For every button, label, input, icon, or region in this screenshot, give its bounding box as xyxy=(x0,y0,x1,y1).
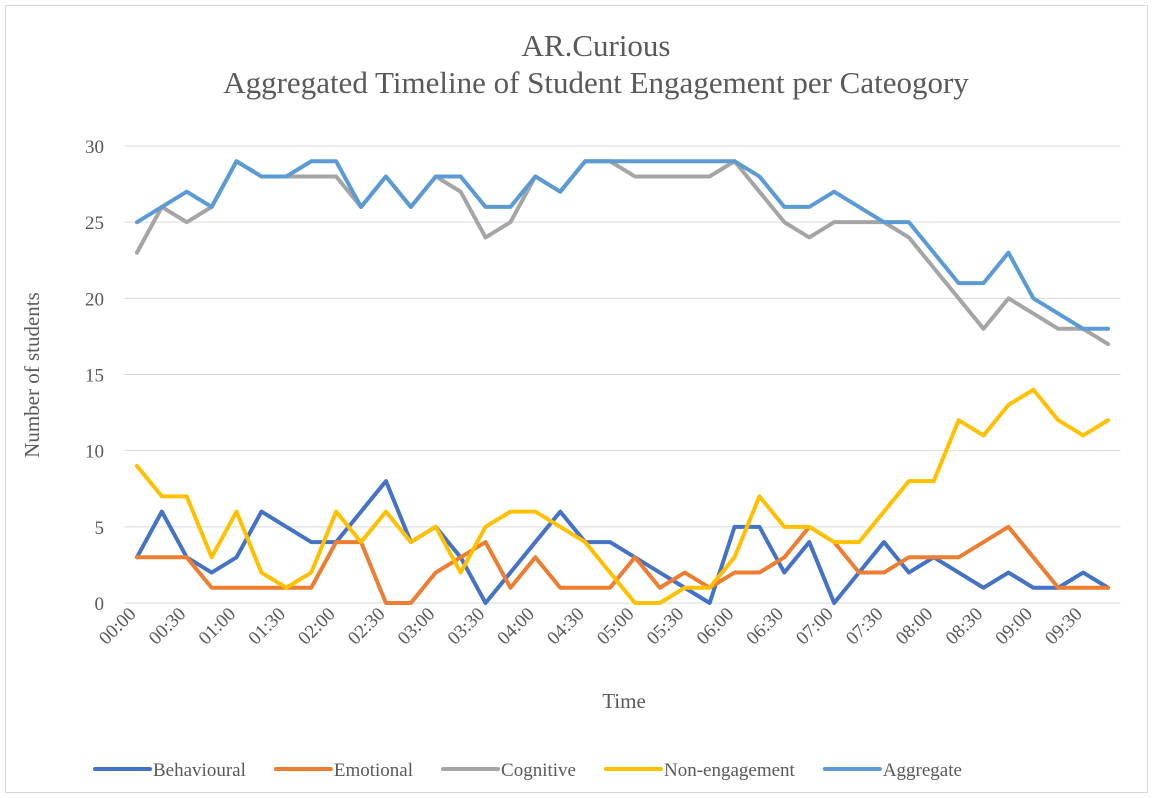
legend-label: Aggregate xyxy=(883,760,962,781)
y-tick-label: 25 xyxy=(85,213,104,234)
series-line xyxy=(134,159,1111,331)
series-line xyxy=(134,524,1111,605)
y-tick-label: 20 xyxy=(85,289,104,310)
series-line xyxy=(134,387,1111,605)
series-line xyxy=(134,479,1111,605)
y-tick-label: 5 xyxy=(95,518,105,539)
chart-title: AR.Curious xyxy=(522,28,671,63)
y-tick-label: 15 xyxy=(85,366,104,387)
chart-border xyxy=(5,5,1148,793)
y-tick-label: 30 xyxy=(85,137,104,158)
legend-label: Emotional xyxy=(334,760,413,781)
legend-label: Non-engagement xyxy=(664,760,796,781)
y-tick-label: 0 xyxy=(95,594,105,615)
legend-label: Behavioural xyxy=(153,760,246,781)
y-axis-title: Number of students xyxy=(20,292,44,458)
legend-label: Cognitive xyxy=(501,760,576,781)
y-tick-label: 10 xyxy=(85,442,104,463)
series-line xyxy=(134,159,1111,347)
chart-subtitle: Aggregated Timeline of Student Engagemen… xyxy=(223,65,969,100)
x-axis-title: Time xyxy=(602,689,646,713)
